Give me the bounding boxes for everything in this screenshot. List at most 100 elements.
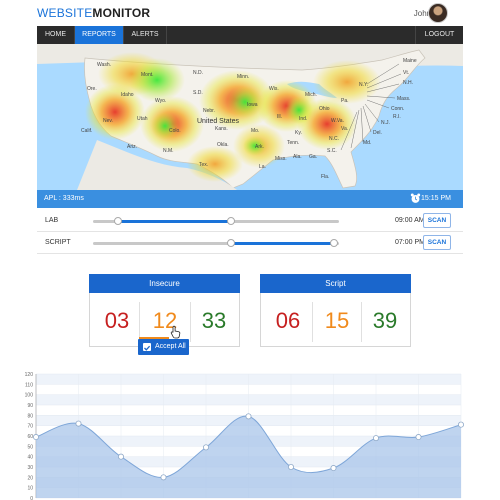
state-label: Va. bbox=[341, 126, 349, 132]
state-label: S.C. bbox=[327, 148, 337, 154]
state-label: Miss. bbox=[275, 156, 287, 162]
y-tick-label: 80 bbox=[27, 413, 33, 419]
state-label: Pa. bbox=[341, 98, 349, 104]
y-tick-label: 70 bbox=[27, 424, 33, 430]
app-header: WEBSITEMONITOR John Doe bbox=[0, 0, 500, 26]
slider-handle-start[interactable] bbox=[113, 217, 122, 225]
card-script: Script 06 15 39 bbox=[260, 274, 411, 347]
area-chart: 0 10 20 30 40 50 60 70 80 90 100 110 120 bbox=[25, 372, 464, 500]
control-row-script: SCRIPT 07:00 PM SCAN bbox=[37, 232, 463, 254]
y-tick-label: 60 bbox=[27, 434, 33, 440]
y-tick-label: 20 bbox=[27, 475, 33, 481]
scan-button[interactable]: SCAN bbox=[423, 235, 451, 250]
card-value[interactable]: 39 bbox=[372, 308, 398, 333]
state-label: N.J. bbox=[381, 120, 390, 126]
slider-handle-end[interactable] bbox=[226, 217, 235, 225]
y-tick-label: 90 bbox=[27, 403, 33, 409]
hand-cursor-icon bbox=[170, 325, 181, 339]
logo-text-website: WEBSITE bbox=[37, 6, 93, 20]
time-range-slider[interactable] bbox=[93, 239, 339, 247]
state-label: Tex. bbox=[199, 162, 209, 168]
apl-readout: APL : 333ms bbox=[44, 195, 84, 202]
state-label: N.D. bbox=[193, 70, 203, 76]
state-label: Ill. bbox=[277, 114, 282, 120]
state-label: Nebr. bbox=[203, 108, 215, 114]
state-label: N.C. bbox=[329, 136, 339, 142]
y-tick-label: 10 bbox=[27, 486, 33, 492]
state-label: Ga. bbox=[309, 154, 318, 160]
state-label: Minn. bbox=[237, 74, 250, 80]
state-label: N.H. bbox=[403, 80, 413, 86]
state-label: Calif. bbox=[81, 128, 93, 134]
state-label: W.Va. bbox=[331, 118, 344, 124]
accept-all-button[interactable]: Accept All bbox=[138, 339, 189, 355]
card-value[interactable]: 03 bbox=[104, 308, 130, 333]
state-label: Ky. bbox=[295, 130, 302, 136]
y-tick-label: 30 bbox=[27, 465, 33, 471]
nav-home[interactable]: HOME bbox=[45, 31, 66, 38]
state-label: Md. bbox=[363, 140, 372, 146]
data-point bbox=[118, 453, 125, 460]
state-label: Ore. bbox=[87, 86, 97, 92]
y-tick-label: 100 bbox=[25, 393, 34, 399]
nav-alerts[interactable]: ALERTS bbox=[131, 31, 159, 38]
state-label: Mo. bbox=[251, 128, 260, 134]
y-tick-label: 110 bbox=[25, 382, 33, 388]
state-label: Colo. bbox=[169, 128, 181, 134]
slider-fill bbox=[230, 242, 335, 245]
checkbox-checked-icon[interactable] bbox=[143, 343, 151, 351]
status-time: 15:15 PM bbox=[421, 195, 451, 202]
card-divider bbox=[190, 302, 191, 342]
state-label: Ohio bbox=[319, 106, 330, 112]
data-point bbox=[33, 434, 40, 441]
control-label: SCRIPT bbox=[45, 239, 71, 246]
state-label: S.D. bbox=[193, 90, 203, 96]
card-value[interactable]: 06 bbox=[275, 308, 301, 333]
status-bar: APL : 333ms 15:15 PM bbox=[37, 190, 463, 208]
state-label: Nev. bbox=[103, 118, 113, 124]
state-label: N.M. bbox=[163, 148, 174, 154]
state-label: Conn. bbox=[391, 106, 405, 112]
data-point bbox=[75, 420, 82, 427]
value-underline bbox=[139, 337, 169, 339]
state-label: Ind. bbox=[299, 116, 308, 122]
data-point bbox=[202, 444, 209, 451]
nav-reports[interactable]: REPORTS bbox=[75, 26, 123, 44]
data-point bbox=[457, 421, 464, 428]
time-range-slider[interactable] bbox=[93, 217, 339, 225]
control-time: 09:00 AM bbox=[395, 217, 425, 224]
state-label: Maine bbox=[403, 58, 417, 64]
alarm-clock-icon bbox=[410, 193, 421, 203]
scan-button[interactable]: SCAN bbox=[423, 213, 451, 228]
card-insecure: Insecure 03 12 33 bbox=[89, 274, 240, 347]
logo-text-monitor: MONITOR bbox=[92, 6, 151, 20]
state-label: Del. bbox=[373, 130, 382, 136]
y-tick-label: 50 bbox=[27, 444, 33, 450]
control-time: 07:00 PM bbox=[395, 239, 425, 246]
logout-button[interactable]: LOGOUT bbox=[424, 31, 455, 38]
state-label: Utah bbox=[137, 116, 148, 122]
state-label: Mont. bbox=[141, 72, 154, 78]
slider-handle-end[interactable] bbox=[330, 239, 339, 247]
y-tick-label: 120 bbox=[25, 372, 34, 378]
map-country-label: United States bbox=[197, 118, 240, 125]
state-label: Iowa bbox=[247, 102, 258, 108]
card-value[interactable]: 15 bbox=[324, 308, 350, 333]
state-label: Vt. bbox=[403, 70, 410, 76]
card-title: Insecure bbox=[89, 274, 240, 293]
slider-handle-start[interactable] bbox=[226, 239, 235, 247]
control-row-lab: LAB 09:00 AM SCAN bbox=[37, 210, 463, 232]
data-point bbox=[245, 413, 252, 420]
data-point bbox=[415, 434, 422, 441]
slider-fill bbox=[117, 220, 231, 223]
avatar[interactable] bbox=[428, 3, 448, 23]
heatmap-map[interactable]: United States Wash. Mont. N.D. Minn. Ore… bbox=[37, 44, 463, 190]
state-label: Wash. bbox=[97, 62, 111, 68]
state-label: R.I. bbox=[393, 114, 401, 120]
app-logo[interactable]: WEBSITEMONITOR bbox=[37, 6, 150, 20]
series-area bbox=[36, 416, 461, 498]
accept-all-label: Accept All bbox=[155, 343, 186, 350]
state-label: Wyo. bbox=[155, 98, 167, 104]
card-value[interactable]: 33 bbox=[201, 308, 227, 333]
data-point bbox=[160, 474, 167, 481]
